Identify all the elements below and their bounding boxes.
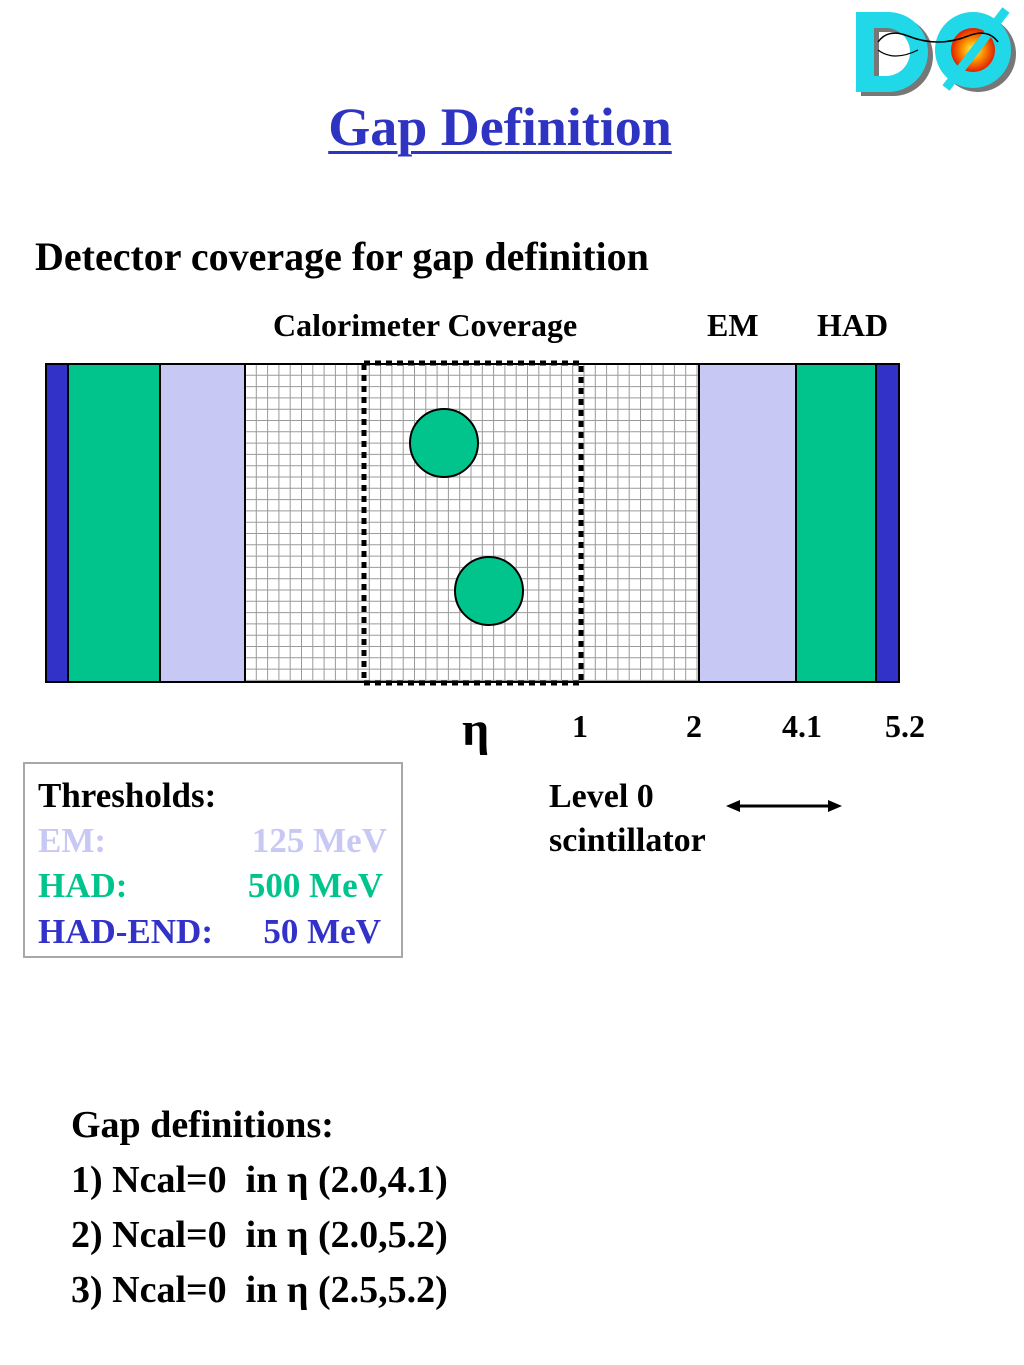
threshold-em-label: EM: [38, 821, 107, 860]
level0-line1: Level 0 [549, 778, 654, 815]
eta-tick-label: 1 [572, 708, 588, 744]
eta-tick-label: 4.1 [782, 708, 822, 744]
left-had-band [67, 363, 161, 683]
left-em-band [159, 363, 246, 683]
gap-definition-item: 2) Ncal=0 in η (2.0,5.2) [71, 1214, 448, 1256]
calorimeter-coverage-label: Calorimeter Coverage [273, 307, 578, 343]
right-em-band [698, 363, 797, 683]
threshold-em-value: 125 MeV [251, 821, 387, 860]
jet-circle-upper [409, 408, 479, 478]
level0-label: Level 0 scintillator [549, 775, 706, 863]
jet-circle-lower [454, 556, 524, 626]
had-label: HAD [817, 307, 889, 343]
gap-definition-item: 1) Ncal=0 in η (2.0,4.1) [71, 1159, 448, 1201]
gap-definitions-heading: Gap definitions: [71, 1104, 334, 1146]
threshold-had-label: HAD: [38, 866, 128, 905]
level0-arrow [726, 800, 842, 812]
threshold-had-value: 500 MeV [247, 866, 383, 905]
eta-tick-label: 5.2 [885, 708, 925, 744]
gap-definitions: Gap definitions: 1) Ncal=0 in η (2.0,4.1… [71, 1098, 448, 1318]
d0-logo: DØ [856, 7, 1016, 96]
gap-definition-item: 3) Ncal=0 in η (2.5,5.2) [71, 1269, 448, 1311]
page-title: Gap Definition [328, 97, 672, 157]
right-had-band [795, 363, 877, 683]
eta-tick-label: 2 [686, 708, 702, 744]
gap-region-box [361, 360, 584, 686]
level0-line2: scintillator [549, 822, 706, 859]
thresholds-box: Thresholds: EM: 125 MeV HAD: 500 MeV HAD… [23, 762, 403, 958]
eta-axis-symbol: η [462, 703, 490, 756]
threshold-had-end-value: 50 MeV [263, 912, 381, 951]
threshold-had-end-label: HAD-END: [38, 912, 213, 951]
em-label: EM [707, 307, 759, 343]
right-had-end-band [875, 363, 900, 683]
thresholds-heading: Thresholds: [38, 776, 217, 815]
left-had-end-band [45, 363, 69, 683]
calorimeter-grid [244, 363, 699, 682]
subtitle: Detector coverage for gap definition [35, 234, 649, 279]
